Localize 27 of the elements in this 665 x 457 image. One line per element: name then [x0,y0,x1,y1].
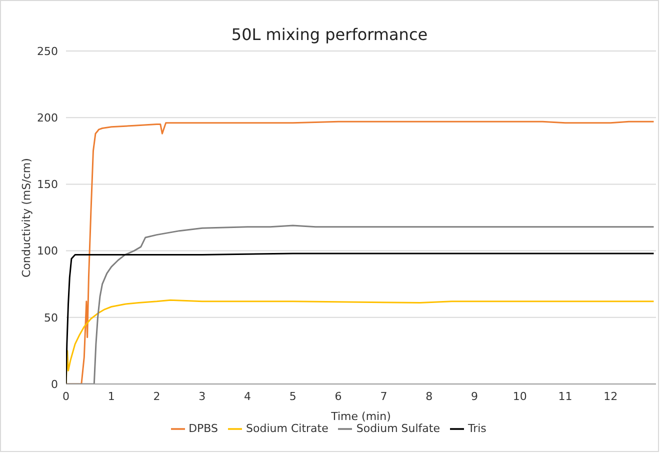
y-tick-label: 50 [44,311,58,324]
line-series [66,252,654,384]
y-tick-label: 200 [37,112,58,125]
x-tick-label: 11 [558,390,572,403]
x-tick-label: 10 [512,390,527,403]
y-tick-label: 100 [37,244,58,258]
y-tick-label: 0 [51,378,58,391]
x-tick-label: 5 [289,390,296,403]
x-tick-label: 0 [62,390,70,403]
y-axis-title: Conductivity (mS/cm) [20,158,33,278]
x-tick-label: 9 [470,390,478,403]
legend-label: Tris [468,422,486,436]
x-tick-label: 12 [604,390,618,403]
x-tick-label: 2 [153,390,160,403]
x-tick-label: 3 [198,390,206,403]
x-tick-label: 6 [334,390,342,403]
x-tick-label: 1 [108,390,115,403]
x-tick-label: 8 [426,390,433,403]
x-tick-label: 4 [244,390,252,403]
legend-label: Sodium Citrate [246,422,328,436]
y-tick-label: 150 [37,178,58,192]
legend-label: Sodium Sulfate [356,422,440,436]
legend-label: DPBS [188,422,218,436]
x-axis-title: Time (min) [330,410,391,423]
y-tick-label: 250 [37,44,58,58]
x-tick-label: 7 [380,390,388,403]
chart-title: 50L mixing performance [230,25,429,44]
